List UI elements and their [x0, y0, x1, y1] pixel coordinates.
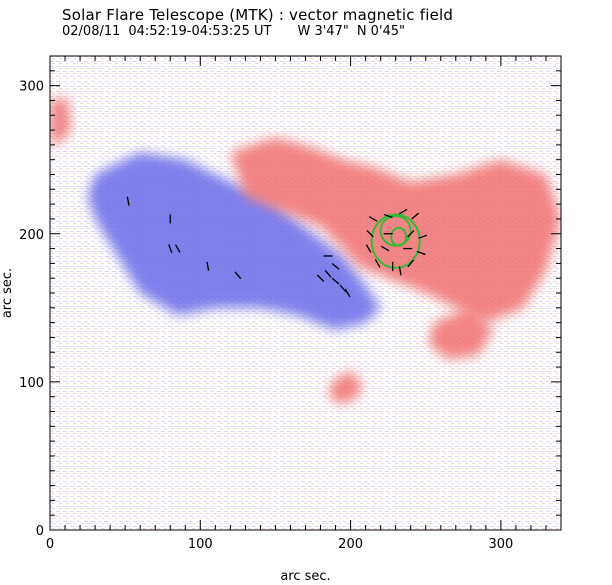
- positive-polarity-region: [428, 307, 494, 360]
- field-vector: [174, 244, 181, 253]
- field-vector: [316, 274, 325, 282]
- field-vector: [365, 244, 372, 253]
- y-axis-label: arc sec.: [0, 268, 15, 318]
- field-vector: [416, 250, 426, 256]
- x-tick-label: 300: [488, 537, 513, 552]
- field-vector: [398, 208, 408, 215]
- positive-polarity-region: [50, 97, 72, 145]
- x-axis-label: arc sec.: [280, 569, 330, 584]
- field-vector: [126, 196, 130, 206]
- x-tick-label: 100: [188, 537, 213, 552]
- field-vector: [368, 216, 378, 222]
- observation-date: 02/08/11: [62, 24, 121, 39]
- y-tick-label: 200: [19, 228, 44, 243]
- field-contour: [379, 214, 412, 247]
- field-vector: [407, 230, 415, 238]
- plot-area: [50, 56, 561, 530]
- positive-polarity-region: [328, 370, 363, 405]
- field-vector: [418, 234, 428, 239]
- y-tick-label: 300: [19, 80, 44, 95]
- x-tick-label: 200: [338, 537, 363, 552]
- field-vector: [168, 244, 173, 254]
- north-coordinate: N 0'45": [356, 24, 406, 39]
- field-vector: [234, 271, 242, 280]
- field-vector: [344, 288, 351, 298]
- positive-polarity-region: [230, 137, 561, 323]
- chart-title: Solar Flare Telescope (MTK) : vector mag…: [62, 6, 454, 24]
- negative-polarity-region: [87, 152, 381, 331]
- field-vector: [407, 259, 415, 268]
- field-vector: [383, 213, 393, 219]
- field-vector: [206, 261, 210, 271]
- field-vector: [331, 277, 340, 285]
- field-vector: [339, 284, 347, 293]
- x-tick-label: 0: [46, 537, 54, 552]
- field-vector: [331, 262, 340, 270]
- observation-info: 02/08/11 04:52:19-04:53:25 UT W 3'47" N 0'4…: [62, 24, 413, 39]
- field-vector: [366, 230, 374, 238]
- field-vector: [374, 259, 381, 268]
- y-tick-label: 100: [19, 376, 44, 391]
- west-coordinate: W 3'47": [297, 24, 349, 39]
- observation-time: 04:52:19-04:53:25 UT: [128, 24, 272, 39]
- field-contour: [370, 213, 421, 269]
- y-tick-label: 0: [36, 524, 44, 539]
- field-vector: [411, 212, 420, 220]
- field-vector: [398, 266, 402, 276]
- field-vector: [380, 245, 390, 252]
- field-vector: [324, 269, 332, 278]
